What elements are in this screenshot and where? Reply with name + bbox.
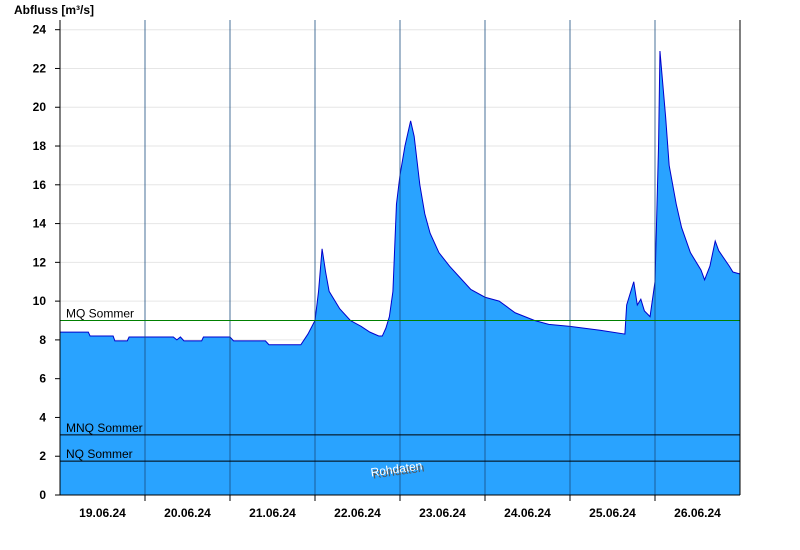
y-tick-label: 12 xyxy=(33,255,47,269)
area-line xyxy=(60,50,741,346)
reference-label: MQ Sommer xyxy=(66,307,134,321)
x-tick-label: 25.06.24 xyxy=(589,506,636,520)
x-tick-label: 22.06.24 xyxy=(334,506,381,520)
x-tick-label: 26.06.24 xyxy=(674,506,721,520)
y-tick-label: 4 xyxy=(39,410,46,424)
reference-label: MNQ Sommer xyxy=(66,421,143,435)
y-tick-label: 8 xyxy=(39,333,46,347)
y-tick-label: 22 xyxy=(33,61,47,75)
x-tick-label: 20.06.24 xyxy=(164,506,211,520)
x-tick-label: 21.06.24 xyxy=(249,506,296,520)
y-tick-label: 6 xyxy=(39,372,46,386)
y-tick-label: 14 xyxy=(33,217,47,231)
y-tick-label: 24 xyxy=(33,23,47,37)
y-tick-label: 2 xyxy=(39,449,46,463)
y-tick-label: 20 xyxy=(33,100,47,114)
y-tick-label: 16 xyxy=(33,178,47,192)
x-tick-label: 19.06.24 xyxy=(79,506,126,520)
x-tick-label: 23.06.24 xyxy=(419,506,466,520)
y-tick-label: 10 xyxy=(33,294,47,308)
reference-label: NQ Sommer xyxy=(66,447,133,461)
x-tick-label: 24.06.24 xyxy=(504,506,551,520)
y-axis-label: Abfluss [m³/s] xyxy=(14,3,94,17)
y-tick-label: 18 xyxy=(33,139,47,153)
y-tick-label: 0 xyxy=(39,488,46,502)
